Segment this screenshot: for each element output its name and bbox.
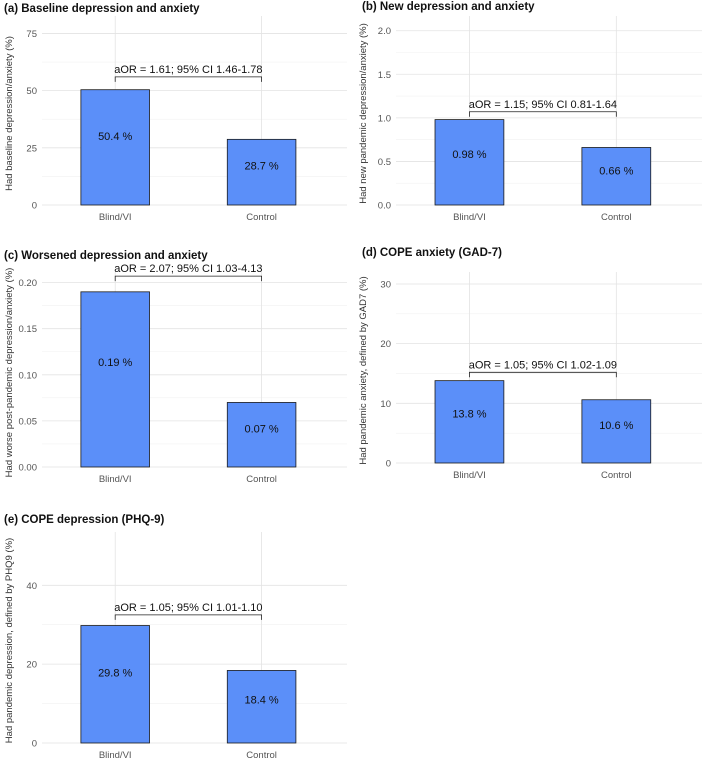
bar-blind-vi: [80, 625, 150, 744]
chart-panel-b: 0.0 0.5 1.0 1.5 2.0 0.98 % Blind/VI 0.66 % Contr…: [358, 1, 702, 223]
bar-blind-vi: [434, 119, 505, 206]
y-tick-label: 40: [26, 581, 37, 592]
y-tick-label: 0.05: [19, 416, 38, 427]
y-tick-label: 75: [26, 29, 37, 40]
chart-panel-e: 0 20 40 29.8 % Blind/VI 18.4 % Control aOR = 1.…: [4, 514, 347, 761]
bar-control: [581, 399, 652, 464]
y-tick-label: 1.0: [378, 113, 391, 124]
y-tick-label: 0.0: [378, 201, 391, 212]
significance-bracket: [114, 275, 262, 282]
data-label: 29.8 %: [98, 668, 132, 680]
aor-annotation: aOR = 2.07; 95% CI 1.03-4.13: [114, 263, 262, 275]
x-tick-label: Blind/VI: [99, 212, 132, 223]
aor-annotation: aOR = 1.61; 95% CI 1.46-1.78: [114, 64, 262, 76]
data-label: 0.19 %: [98, 357, 132, 369]
panel-title: (c) Worsened depression and anxiety: [4, 250, 208, 262]
x-tick-label: Control: [601, 212, 632, 223]
x-tick-label: Control: [601, 470, 632, 481]
significance-bracket: [114, 76, 262, 82]
x-tick-label: Control: [246, 750, 277, 761]
x-tick-label: Blind/VI: [453, 212, 486, 223]
panel-title: (e) COPE depression (PHQ-9): [4, 514, 165, 526]
y-tick-label: 25: [26, 143, 37, 154]
significance-bracket: [469, 371, 617, 378]
y-tick-label: 30: [380, 279, 391, 290]
y-tick-label: 20: [380, 339, 391, 350]
significance-bracket: [114, 614, 262, 620]
panel-title: (a) Baseline depression and anxiety: [4, 3, 200, 15]
panel-title: (b) New depression and anxiety: [362, 1, 535, 13]
y-axis-label: Had pandemic depression, defined by PHQ9…: [4, 538, 15, 743]
chart-panel-d: 0 10 20 30 13.8 % Blind/VI 10.6 % Control aOR = …: [358, 247, 702, 481]
x-tick-label: Blind/VI: [99, 750, 132, 761]
y-axis-label: Had new pandemic depression/anxiety (%): [358, 23, 369, 204]
aor-annotation: aOR = 1.15; 95% CI 0.81-1.64: [469, 99, 617, 111]
y-tick-label: 0.00: [19, 463, 38, 474]
y-tick-label: 2.0: [378, 26, 391, 37]
x-tick-label: Blind/VI: [99, 474, 132, 485]
panel-title: (d) COPE anxiety (GAD-7): [362, 247, 502, 259]
aor-annotation: aOR = 1.05; 95% CI 1.02-1.09: [469, 359, 617, 371]
data-label: 28.7 %: [244, 161, 278, 173]
bar-blind-vi: [434, 380, 505, 464]
y-tick-label: 0.5: [378, 157, 391, 168]
y-tick-label: 0.10: [19, 370, 38, 381]
y-tick-label: 10: [380, 399, 391, 410]
significance-bracket: [469, 111, 617, 117]
data-label: 50.4 %: [98, 131, 132, 143]
bar-blind-vi: [80, 89, 150, 206]
data-label: 0.98 %: [452, 149, 486, 161]
x-tick-label: Control: [246, 212, 277, 223]
bar-control: [226, 402, 297, 468]
chart-panel-a: 0 25 50 75 50.4 % Blind/VI 28.7 % Control aOR = …: [4, 3, 347, 223]
y-tick-label: 0: [32, 739, 37, 750]
bar-control: [226, 138, 297, 206]
x-tick-label: Blind/VI: [453, 470, 486, 481]
y-tick-label: 20: [26, 660, 37, 671]
y-tick-label: 0.15: [19, 324, 38, 335]
data-label: 18.4 %: [244, 694, 278, 706]
x-tick-label: Control: [246, 474, 277, 485]
data-label: 0.07 %: [244, 423, 278, 435]
y-axis-label: Had baseline depression/anxiety (%): [4, 36, 15, 191]
chart-panel-c: 0.00 0.05 0.10 0.15 0.20 0.19 % Blind/VI 0.07 %…: [4, 250, 347, 485]
bar-control: [226, 670, 297, 744]
y-tick-label: 0: [32, 201, 37, 212]
data-label: 10.6 %: [599, 420, 633, 432]
y-tick-label: 50: [26, 86, 37, 97]
bar-control: [581, 147, 652, 206]
data-label: 0.66 %: [599, 165, 633, 177]
y-axis-label: Had worse post-pandemic depression/anxie…: [4, 268, 15, 478]
data-label: 13.8 %: [452, 409, 486, 421]
y-tick-label: 0: [386, 459, 391, 470]
y-tick-label: 0.20: [19, 278, 38, 289]
aor-annotation: aOR = 1.05; 95% CI 1.01-1.10: [114, 602, 262, 614]
y-tick-label: 1.5: [378, 70, 391, 81]
y-axis-label: Had pandemic anxiety, defined by GAD7 (%…: [358, 276, 369, 464]
bar-blind-vi: [80, 291, 150, 468]
